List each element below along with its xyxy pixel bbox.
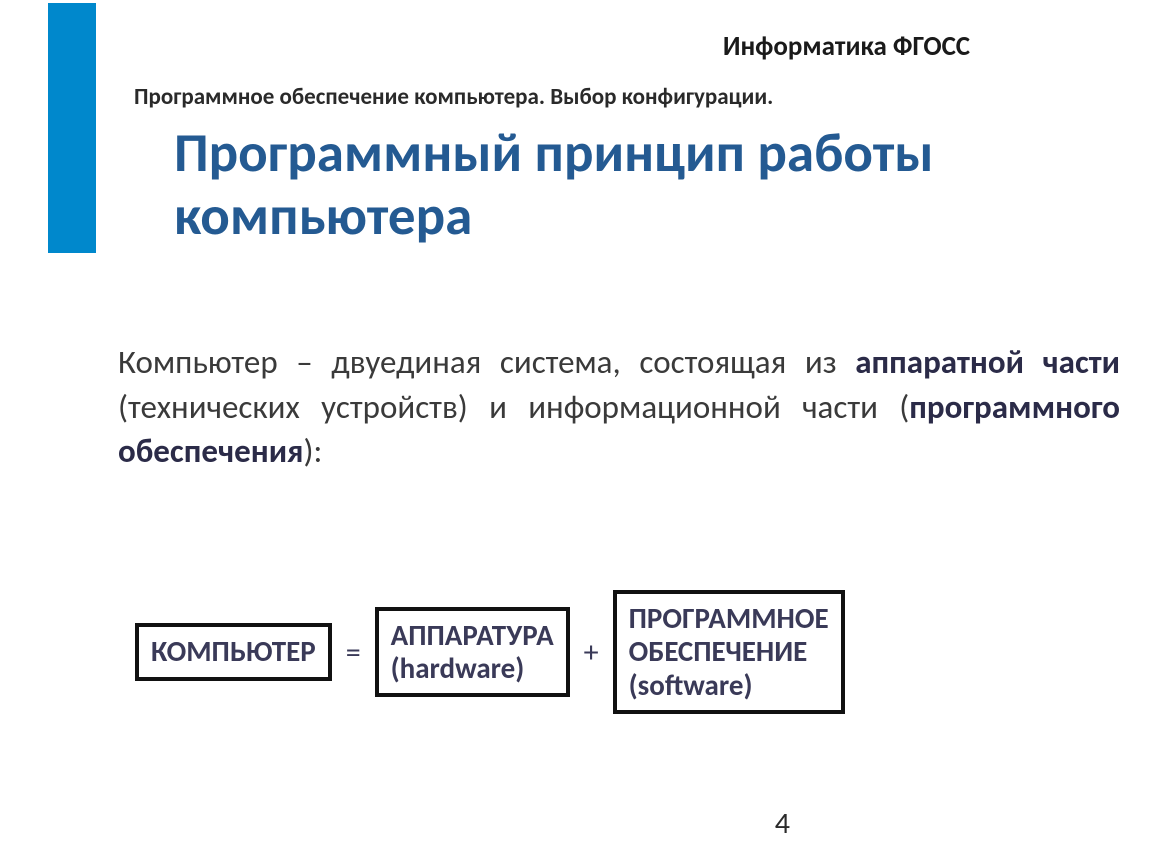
header: Информатика ФГОСС Программное обеспечени… [96,0,1150,248]
eq-box3-line3: (software) [629,669,829,702]
eq-box3-line2: ОБЕСПЕЧЕНИЕ [629,635,829,668]
equation-box-computer: КОМПЬЮТЕР [135,623,332,680]
accent-bar [48,3,96,253]
plus-sign: + [578,634,605,671]
equation-row: КОМПЬЮТЕР = АППАРАТУРА (hardware) + ПРОГ… [135,590,1120,714]
eq-box1-text: КОМПЬЮТЕР [151,633,316,669]
body-seg1: Компьютер – двуединая система, состоящая… [118,342,855,382]
equation-box-hardware: АППАРАТУРА (hardware) [375,607,570,698]
page-number: 4 [775,805,790,842]
eq-box3-line1: ПРОГРАММНОЕ [629,602,829,635]
eq-box2-line2: (hardware) [391,652,554,685]
slide-subtitle: Программное обеспечение компьютера. Выбо… [96,83,1150,121]
body-seg3: (технических устройств) и информационной… [118,387,909,427]
body-seg5: ): [304,431,323,471]
eq-box2-line1: АППАРАТУРА [391,619,554,652]
equation-box-software: ПРОГРАММНОЕ ОБЕСПЕЧЕНИЕ (software) [613,590,845,714]
slide-title: Программный принцип работы компьютера [96,121,1150,248]
header-top-label: Информатика ФГОСС [723,30,970,63]
body-paragraph: Компьютер – двуединая система, состоящая… [118,340,1120,474]
equals-sign: = [340,634,367,671]
body-seg2-bold: аппаратной части [855,342,1120,382]
